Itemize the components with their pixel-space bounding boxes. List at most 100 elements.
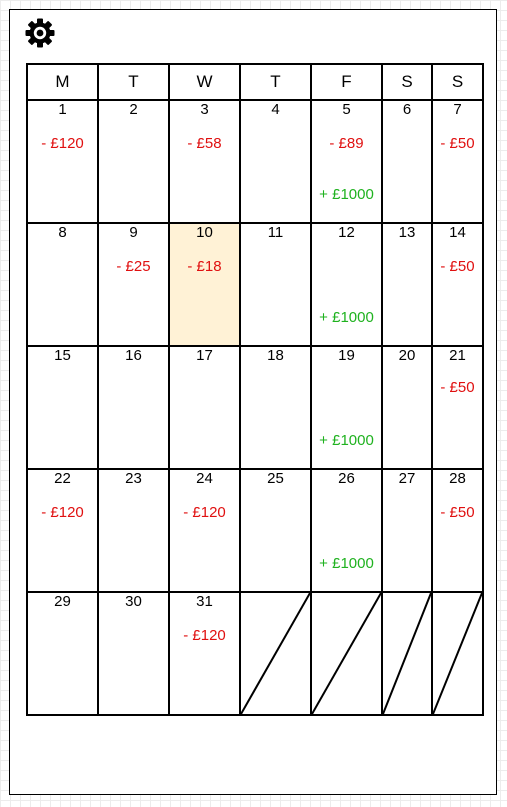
day-cell[interactable]: 11 [239, 222, 312, 347]
calendar-week-row: 8 9 - £25 10 - £18 11 12 + £1000 13 14 - £50 [26, 222, 484, 347]
expense-amount: - £50 [440, 135, 475, 152]
day-number: 27 [398, 470, 416, 487]
income-amount: + £1000 [319, 432, 374, 449]
day-cell[interactable]: 19 + £1000 [310, 345, 383, 470]
day-cell[interactable]: 8 [26, 222, 99, 347]
day-cell[interactable]: 28 - £50 [431, 468, 484, 593]
empty-cell-slash [241, 593, 310, 714]
day-cell[interactable]: 25 [239, 468, 312, 593]
day-cell[interactable]: 3 - £58 [168, 99, 241, 224]
calendar-week-row: 29 30 31 - £120 [26, 591, 484, 716]
day-number: 20 [398, 347, 416, 364]
weekday-header-row: M T W T F S S [26, 63, 484, 101]
expense-amount: - £50 [440, 379, 475, 396]
day-number: 24 [196, 470, 213, 487]
day-number: 22 [54, 470, 71, 487]
day-cell[interactable]: 24 - £120 [168, 468, 241, 593]
day-number: 15 [54, 347, 71, 364]
expense-amount: - £120 [183, 627, 226, 644]
day-cell[interactable]: 9 - £25 [97, 222, 170, 347]
day-cell[interactable]: 21 - £50 [431, 345, 484, 470]
empty-cell-slash [312, 593, 381, 714]
calendar-grid: M T W T F S S 1- £120 2 3- £58 4 5- £89 + £10… [26, 63, 484, 716]
empty-day-cell [310, 591, 383, 716]
day-cell[interactable]: 15 [26, 345, 99, 470]
day-number: 5 [342, 101, 351, 118]
day-cell[interactable]: 4 [239, 99, 312, 224]
day-number: 10 [196, 224, 213, 241]
day-number: 21 [449, 347, 466, 364]
day-cell[interactable]: 17 [168, 345, 241, 470]
day-cell[interactable]: 30 [97, 591, 170, 716]
day-cell[interactable]: 1 - £120 [26, 99, 99, 224]
day-cell[interactable]: 12 + £1000 [310, 222, 383, 347]
income-amount: + £1000 [319, 186, 374, 203]
day-cell[interactable]: 6 [381, 99, 433, 224]
day-cell[interactable]: 2 [97, 99, 170, 224]
income-amount: + £1000 [319, 309, 374, 326]
day-number: 17 [196, 347, 213, 364]
day-number: 25 [267, 470, 284, 487]
day-number: 14 [449, 224, 466, 241]
expense-amount: - £58 [187, 135, 222, 152]
day-number: 12 [338, 224, 355, 241]
empty-day-cell [381, 591, 433, 716]
empty-cell-slash [433, 593, 482, 714]
day-number: 2 [129, 101, 138, 118]
gear-icon[interactable] [24, 17, 56, 49]
day-number: 3 [200, 101, 209, 118]
weekday-header: S [381, 63, 433, 101]
expense-amount: - £120 [41, 135, 84, 152]
income-amount: + £1000 [319, 555, 374, 572]
day-number: 26 [338, 470, 355, 487]
weekday-header: T [97, 63, 170, 101]
empty-day-cell [239, 591, 312, 716]
day-number: 16 [125, 347, 142, 364]
day-cell[interactable]: 18 [239, 345, 312, 470]
day-cell[interactable]: 22 - £120 [26, 468, 99, 593]
calendar-week-row: 1 - £120 2 3 - £58 4 5 - £89 + £1000 6 7 - £50 [26, 99, 484, 224]
expense-amount: - £25 [116, 258, 151, 275]
day-number: 19 [338, 347, 355, 364]
day-number: 18 [267, 347, 284, 364]
day-cell[interactable]: 23 [97, 468, 170, 593]
day-number: 7 [453, 101, 462, 118]
day-number: 11 [267, 224, 284, 241]
expense-amount: - £18 [187, 258, 222, 275]
day-cell[interactable]: 14 - £50 [431, 222, 484, 347]
day-cell[interactable]: 10 - £18 [168, 222, 241, 347]
day-number: 6 [402, 101, 412, 118]
day-cell[interactable]: 16 [97, 345, 170, 470]
day-cell[interactable]: 26 + £1000 [310, 468, 383, 593]
day-number: 13 [398, 224, 416, 241]
day-cell[interactable]: 7 - £50 [431, 99, 484, 224]
day-number: 8 [58, 224, 67, 241]
day-cell[interactable]: 13 [381, 222, 433, 347]
day-number: 29 [54, 593, 71, 610]
expense-amount: - £50 [440, 504, 475, 521]
empty-cell-slash [383, 593, 431, 714]
weekday-header: S [431, 63, 484, 101]
day-number: 31 [196, 593, 213, 610]
calendar-week-row: 22 - £120 23 24 - £120 25 26 + £1000 27 28 - £50 [26, 468, 484, 593]
day-number: 9 [129, 224, 138, 241]
day-number: 23 [125, 470, 142, 487]
expense-amount: - £50 [440, 258, 475, 275]
day-cell[interactable]: 5 - £89 + £1000 [310, 99, 383, 224]
empty-day-cell [431, 591, 484, 716]
day-number: 30 [125, 593, 142, 610]
day-cell[interactable]: 20 [381, 345, 433, 470]
expense-amount: - £120 [41, 504, 84, 521]
weekday-header: T [239, 63, 312, 101]
expense-amount: - £89 [329, 135, 364, 152]
weekday-header: F [310, 63, 383, 101]
day-cell[interactable]: 29 [26, 591, 99, 716]
day-number: 1 [58, 101, 67, 118]
weekday-header: M [26, 63, 99, 101]
day-cell[interactable]: 27 [381, 468, 433, 593]
expense-amount: - £120 [183, 504, 226, 521]
day-cell[interactable]: 31 - £120 [168, 591, 241, 716]
day-number: 28 [449, 470, 466, 487]
day-number: 4 [271, 101, 280, 118]
calendar-week-row: 15 16 17 18 19 + £1000 20 21 - £50 [26, 345, 484, 470]
